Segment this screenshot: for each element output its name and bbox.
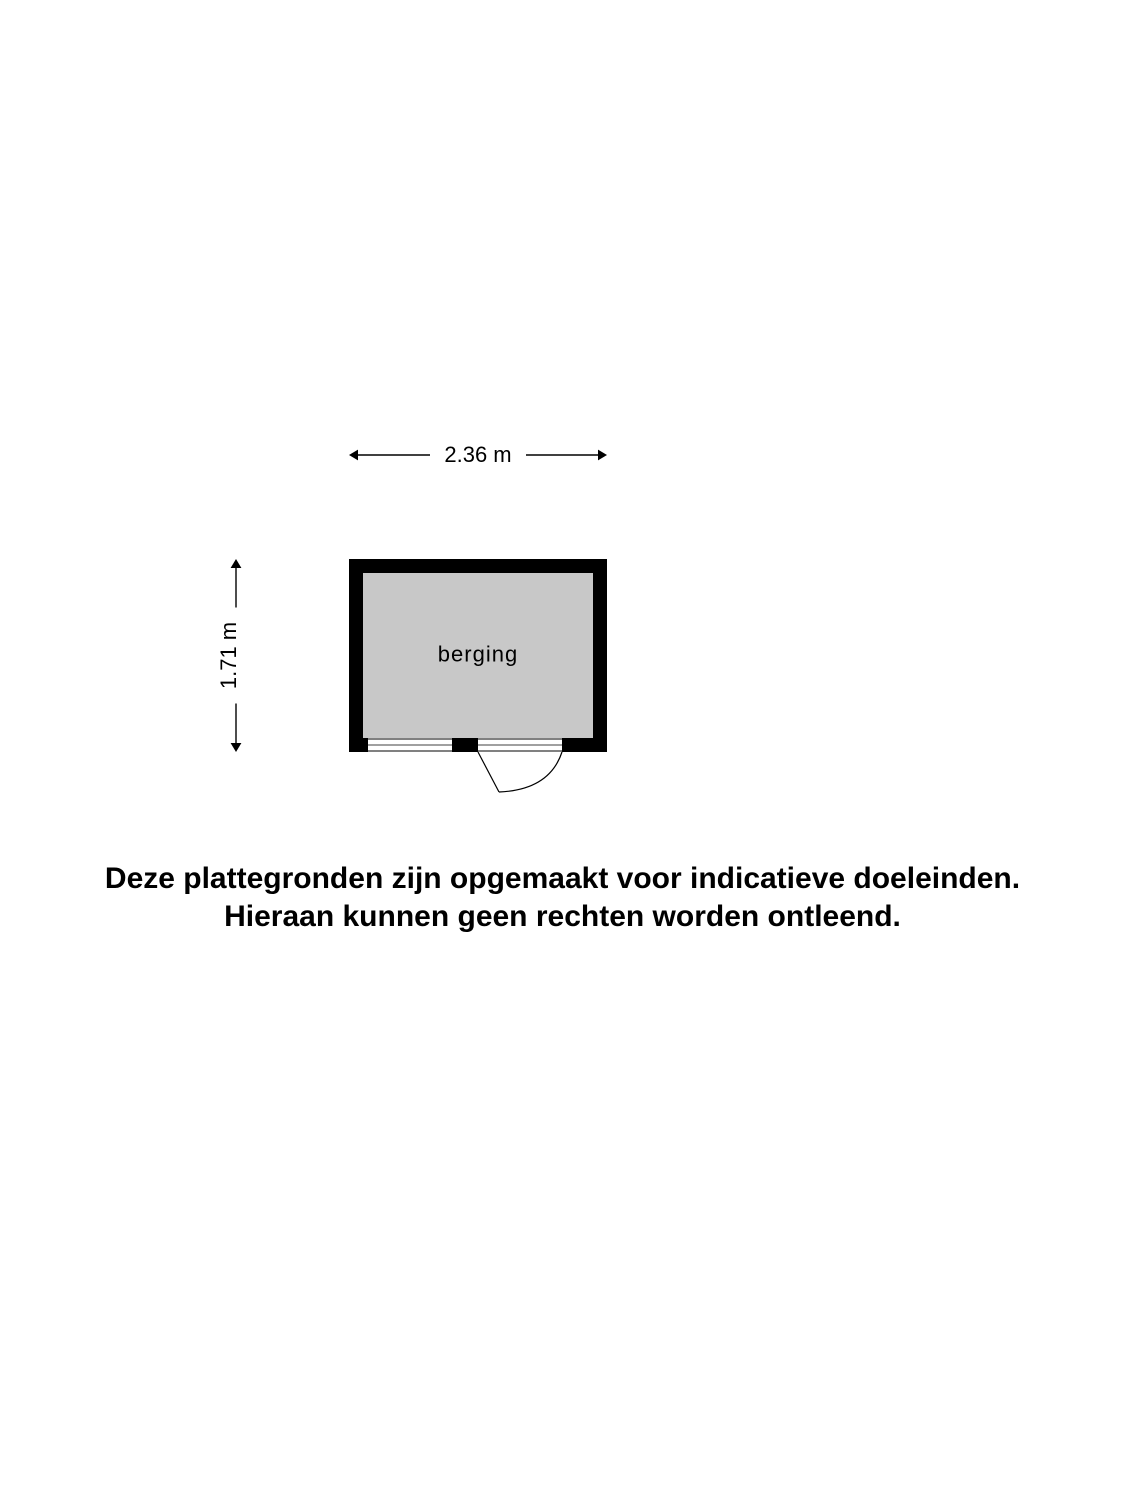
floorplan-stage: berging 2.36 m 1.71 m — [0, 0, 1125, 1500]
svg-text:berging: berging — [438, 642, 518, 667]
disclaimer-line-2: Hieraan kunnen geen rechten worden ontle… — [0, 898, 1125, 936]
floorplan-svg: berging 2.36 m 1.71 m — [0, 0, 1125, 1500]
disclaimer-line-1: Deze plattegronden zijn opgemaakt voor i… — [0, 860, 1125, 898]
svg-text:2.36 m: 2.36 m — [444, 442, 511, 467]
disclaimer-text: Deze plattegronden zijn opgemaakt voor i… — [0, 860, 1125, 936]
svg-text:1.71 m: 1.71 m — [216, 622, 241, 689]
